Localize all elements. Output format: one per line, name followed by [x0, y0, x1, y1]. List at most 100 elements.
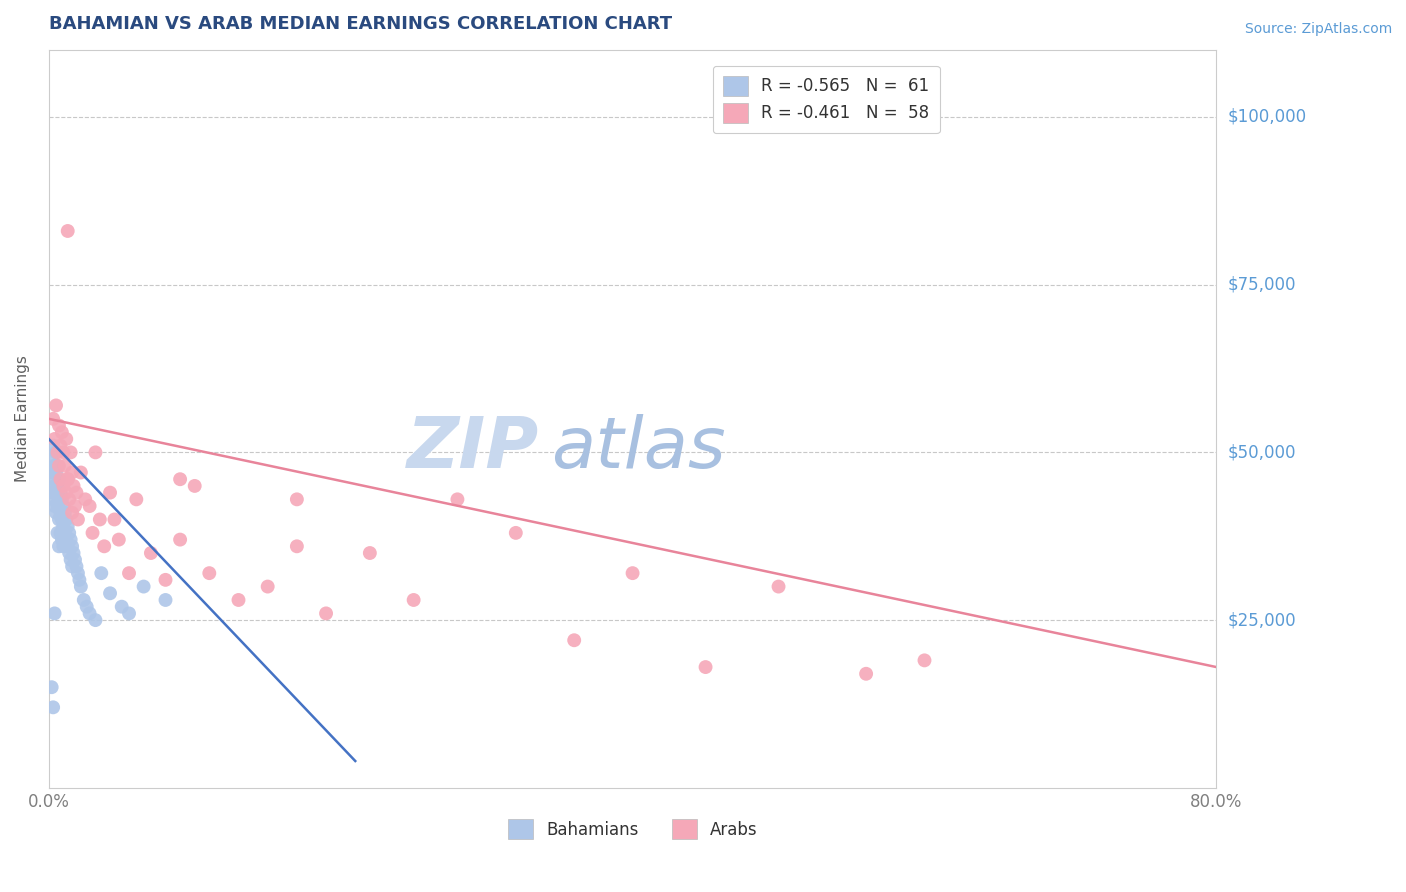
- Point: [118, 607, 141, 621]
- Point: [46, 458, 69, 473]
- Point: [169, 533, 191, 547]
- Point: [65, 559, 87, 574]
- Point: [228, 593, 250, 607]
- Point: [44, 458, 66, 473]
- Point: [56, 539, 79, 553]
- Point: [621, 566, 644, 581]
- Point: [48, 492, 70, 507]
- Point: [402, 593, 425, 607]
- Point: [256, 580, 278, 594]
- Point: [56, 472, 79, 486]
- Point: [446, 492, 468, 507]
- Point: [49, 525, 72, 540]
- Point: [51, 533, 73, 547]
- Point: [52, 445, 75, 459]
- Point: [42, 412, 65, 426]
- Point: [855, 666, 877, 681]
- Text: Source: ZipAtlas.com: Source: ZipAtlas.com: [1244, 22, 1392, 37]
- Point: [42, 700, 65, 714]
- Point: [56, 519, 79, 533]
- Point: [60, 539, 83, 553]
- Point: [73, 593, 96, 607]
- Point: [49, 439, 72, 453]
- Point: [48, 458, 70, 473]
- Point: [695, 660, 717, 674]
- Point: [505, 525, 527, 540]
- Point: [90, 566, 112, 581]
- Point: [46, 479, 69, 493]
- Text: $100,000: $100,000: [1227, 108, 1306, 126]
- Point: [98, 586, 121, 600]
- Point: [45, 466, 67, 480]
- Point: [139, 546, 162, 560]
- Point: [62, 546, 84, 560]
- Point: [79, 499, 101, 513]
- Point: [60, 506, 83, 520]
- Text: ZIP: ZIP: [406, 414, 538, 483]
- Point: [53, 506, 76, 520]
- Point: [44, 479, 66, 493]
- Point: [46, 525, 69, 540]
- Point: [44, 607, 66, 621]
- Point: [65, 485, 87, 500]
- Text: BAHAMIAN VS ARAB MEDIAN EARNINGS CORRELATION CHART: BAHAMIAN VS ARAB MEDIAN EARNINGS CORRELA…: [49, 15, 672, 33]
- Text: $25,000: $25,000: [1227, 611, 1296, 629]
- Point: [45, 445, 67, 459]
- Point: [118, 566, 141, 581]
- Point: [67, 573, 90, 587]
- Point: [58, 492, 80, 507]
- Point: [62, 479, 84, 493]
- Point: [84, 613, 107, 627]
- Point: [60, 466, 83, 480]
- Point: [70, 466, 93, 480]
- Point: [66, 512, 89, 526]
- Point: [58, 525, 80, 540]
- Point: [42, 492, 65, 507]
- Point: [79, 607, 101, 621]
- Point: [45, 399, 67, 413]
- Point: [768, 580, 790, 594]
- Point: [82, 525, 104, 540]
- Point: [41, 452, 63, 467]
- Point: [46, 445, 69, 459]
- Point: [169, 472, 191, 486]
- Point: [52, 519, 75, 533]
- Text: $50,000: $50,000: [1227, 443, 1296, 461]
- Point: [53, 525, 76, 540]
- Point: [155, 573, 177, 587]
- Point: [315, 607, 337, 621]
- Point: [44, 432, 66, 446]
- Point: [562, 633, 585, 648]
- Point: [56, 472, 79, 486]
- Point: [63, 552, 86, 566]
- Point: [51, 512, 73, 526]
- Point: [51, 492, 73, 507]
- Point: [285, 539, 308, 553]
- Legend: Bahamians, Arabs: Bahamians, Arabs: [501, 813, 765, 846]
- Point: [48, 512, 70, 526]
- Point: [45, 506, 67, 520]
- Point: [108, 533, 131, 547]
- Point: [55, 432, 77, 446]
- Point: [70, 580, 93, 594]
- Point: [45, 485, 67, 500]
- Point: [42, 439, 65, 453]
- Point: [914, 653, 936, 667]
- Point: [42, 472, 65, 486]
- Point: [48, 472, 70, 486]
- Point: [60, 559, 83, 574]
- Point: [59, 552, 82, 566]
- Point: [93, 539, 115, 553]
- Point: [48, 418, 70, 433]
- Point: [52, 539, 75, 553]
- Point: [46, 499, 69, 513]
- Point: [55, 485, 77, 500]
- Text: $75,000: $75,000: [1227, 276, 1296, 293]
- Point: [63, 499, 86, 513]
- Point: [59, 445, 82, 459]
- Point: [44, 499, 66, 513]
- Point: [103, 512, 125, 526]
- Point: [48, 539, 70, 553]
- Point: [89, 512, 111, 526]
- Point: [98, 485, 121, 500]
